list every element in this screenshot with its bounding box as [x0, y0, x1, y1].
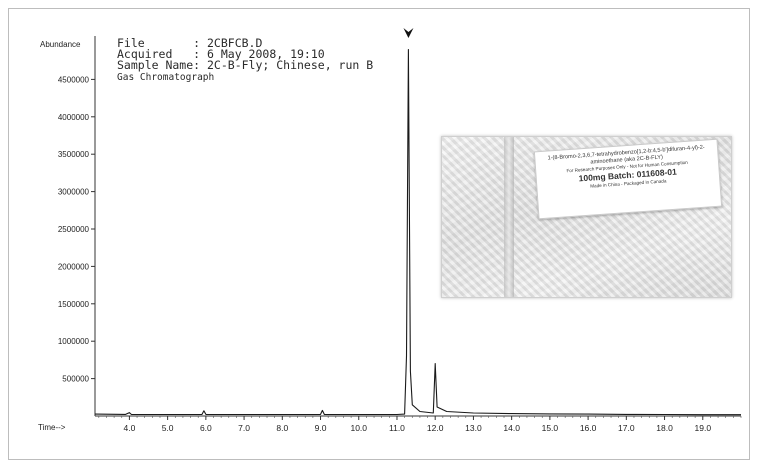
y-tick-label: 4500000	[58, 75, 90, 84]
x-tick-label: 13.0	[465, 423, 482, 433]
x-tick-label: 12.0	[427, 423, 444, 433]
series-line	[94, 48, 741, 416]
acquired-info: Acquired : 6 May 2008, 19:10	[117, 47, 325, 61]
x-tick-label: 9.0	[315, 423, 327, 433]
x-tick-label: 6.0	[200, 423, 212, 433]
x-tick-label: 15.0	[542, 423, 559, 433]
y-tick-label: 2000000	[58, 262, 90, 271]
package-zipper	[504, 137, 514, 297]
x-axis-label: Time-->	[38, 423, 66, 432]
x-tick-label: 17.0	[618, 423, 635, 433]
instrument-info: Gas Chromatograph	[117, 72, 215, 83]
y-tick-label: 3500000	[58, 150, 90, 159]
x-tick-label: 19.0	[695, 423, 712, 433]
x-tick-label: 8.0	[276, 423, 288, 433]
file-info: File : 2CBFCB.D	[117, 36, 263, 50]
y-tick-label: 3000000	[58, 188, 90, 197]
y-axis-label: Abundance	[40, 40, 81, 49]
y-tick-label: 1500000	[58, 300, 90, 309]
sample-name-info: Sample Name: 2C-B-Fly; Chinese, run B	[117, 58, 374, 72]
x-tick-label: 10.0	[350, 423, 367, 433]
x-ticks: 4.0 5.0 6.0 7.0 8.0 9.0 10.0 11.0 12.0 13.0 14.0 15…	[98, 416, 742, 433]
y-tick-label: 4000000	[58, 113, 90, 122]
y-tick-label: 2500000	[58, 225, 90, 234]
x-tick-label: 11.0	[389, 423, 405, 433]
y-tick-label: 500000	[62, 375, 89, 384]
peak-marker	[403, 28, 414, 38]
x-tick-label: 5.0	[162, 423, 174, 433]
y-tick-label: 1000000	[58, 337, 90, 346]
axes	[94, 36, 741, 417]
x-tick-label: 18.0	[656, 423, 673, 433]
y-ticks: 500000 1000000 1500000 2000000 2500000 300000…	[58, 75, 95, 384]
series-group	[94, 48, 741, 416]
x-tick-label: 7.0	[238, 423, 250, 433]
x-tick-label: 14.0	[503, 423, 520, 433]
product-package-photo: 1-(8-Bromo-2,3,6,7-tetrahydrobenzo[1,2-b…	[441, 136, 732, 298]
package-label: 1-(8-Bromo-2,3,6,7-tetrahydrobenzo[1,2-b…	[533, 138, 723, 220]
x-tick-label: 16.0	[580, 423, 597, 433]
arrowhead-down-icon	[403, 28, 414, 38]
x-tick-label: 4.0	[123, 423, 135, 433]
